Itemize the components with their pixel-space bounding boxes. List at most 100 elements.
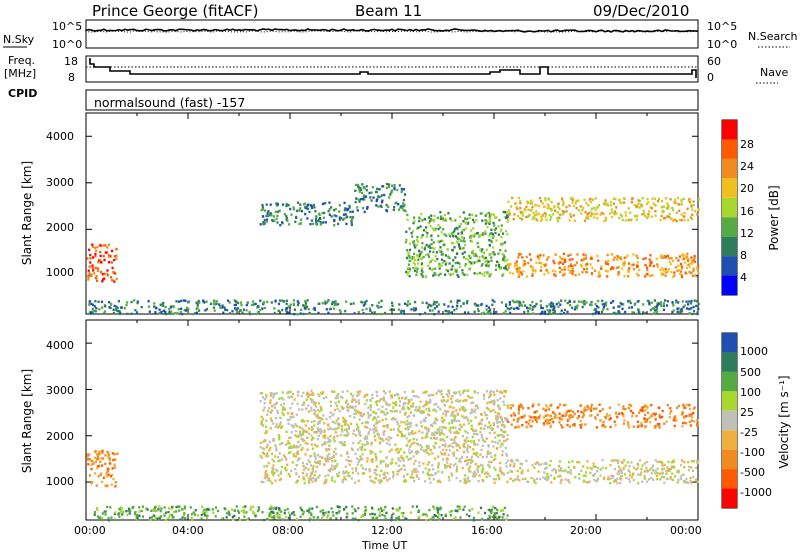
velocity-cell: [107, 467, 110, 471]
velocity-cell: [684, 406, 687, 409]
velocity-cell: [413, 468, 416, 471]
velocity-cell: [388, 443, 391, 446]
velocity-cell: [341, 407, 345, 410]
velocity-cell: [331, 476, 334, 479]
velocity-cell: [235, 518, 238, 522]
power-cell: [358, 190, 361, 193]
velocity-cell: [361, 443, 364, 446]
power-cell: [290, 213, 293, 216]
velocity-cell: [418, 405, 421, 409]
velocity-cell: [481, 455, 484, 459]
power-cell: [590, 207, 593, 210]
velocity-cell: [498, 421, 501, 424]
power-cell: [660, 304, 663, 307]
velocity-cell: [496, 425, 500, 428]
power-cell: [682, 306, 685, 309]
velocity-cell: [312, 465, 315, 468]
velocity-cell: [380, 509, 384, 513]
velocity-cell: [404, 434, 407, 437]
power-cell: [306, 217, 309, 220]
power-cell: [310, 205, 313, 208]
power-cell: [528, 253, 531, 256]
power-cell: [102, 255, 105, 258]
velocity-cell: [271, 516, 274, 519]
power-cell: [438, 267, 441, 270]
velocity-cell: [601, 466, 604, 469]
power-cell: [626, 269, 630, 272]
velocity-cell: [371, 512, 374, 515]
velocity-cell: [594, 416, 597, 419]
power-cell: [338, 309, 341, 312]
power-cell: [568, 271, 571, 274]
power-cell: [530, 199, 533, 202]
power-cell: [416, 240, 419, 243]
velocity-cell: [375, 419, 378, 422]
velocity-cell: [287, 440, 290, 443]
power-cell: [183, 309, 186, 312]
velocity-cell: [412, 476, 415, 480]
power-cell: [372, 196, 375, 199]
power-cell: [625, 256, 628, 259]
velocity-cell: [407, 402, 410, 405]
velocity-cell: [559, 469, 562, 472]
velocity-cell: [409, 445, 412, 448]
power-cell: [577, 209, 580, 212]
velocity-cell: [318, 460, 322, 463]
velocity-cell: [495, 415, 498, 418]
velocity-cell: [381, 513, 384, 517]
velocity-cell: [378, 420, 381, 423]
power-cell: [321, 302, 324, 305]
power-cell: [559, 261, 562, 264]
velocity-cell: [429, 400, 432, 403]
power-cell: [344, 309, 347, 313]
velocity-cell: [105, 472, 108, 475]
power-cell: [412, 309, 416, 312]
velocity-cell: [644, 477, 647, 480]
velocity-cell: [495, 447, 498, 450]
velocity-cell: [571, 423, 574, 427]
velocity-cell: [439, 438, 442, 441]
power-cell: [637, 308, 640, 311]
velocity-cell: [568, 471, 571, 474]
power-cell: [418, 216, 421, 219]
power-cell: [338, 216, 341, 219]
velocity-cell: [387, 435, 390, 439]
velocity-cell: [668, 416, 671, 419]
velocity-cell: [422, 391, 425, 394]
power-cell: [351, 210, 354, 213]
velocity-cell: [118, 515, 121, 518]
velocity-cell: [646, 469, 649, 473]
velocity-cell: [108, 462, 112, 465]
velocity-cell: [281, 425, 284, 428]
velocity-cell: [574, 476, 577, 479]
velocity-cell: [332, 455, 335, 459]
power-cell: [444, 309, 447, 312]
velocity-cb-tick: -500: [740, 466, 765, 479]
velocity-cell: [442, 438, 445, 441]
power-cell: [90, 273, 93, 276]
power-cell: [462, 256, 465, 259]
velocity-cell: [685, 403, 688, 407]
power-cell: [285, 299, 288, 302]
velocity-cell: [172, 516, 175, 519]
power-cell: [628, 299, 631, 303]
power-cell: [517, 272, 520, 275]
velocity-cell: [286, 507, 289, 511]
power-cell: [555, 303, 558, 306]
velocity-cell: [313, 424, 316, 427]
velocity-cell: [627, 426, 631, 429]
velocity-cell: [450, 510, 453, 513]
power-cell: [391, 184, 394, 187]
velocity-cell: [355, 467, 358, 470]
power-cell: [696, 312, 699, 316]
velocity-cell: [386, 442, 389, 445]
power-cell: [191, 312, 194, 316]
power-cell: [365, 189, 368, 192]
velocity-cell: [308, 393, 311, 397]
velocity-cell: [214, 506, 217, 509]
velocity-cell: [493, 481, 496, 484]
velocity-cell: [310, 472, 313, 476]
velocity-cell: [181, 508, 184, 511]
velocity-cell: [396, 518, 399, 521]
velocity-cell: [501, 433, 504, 437]
